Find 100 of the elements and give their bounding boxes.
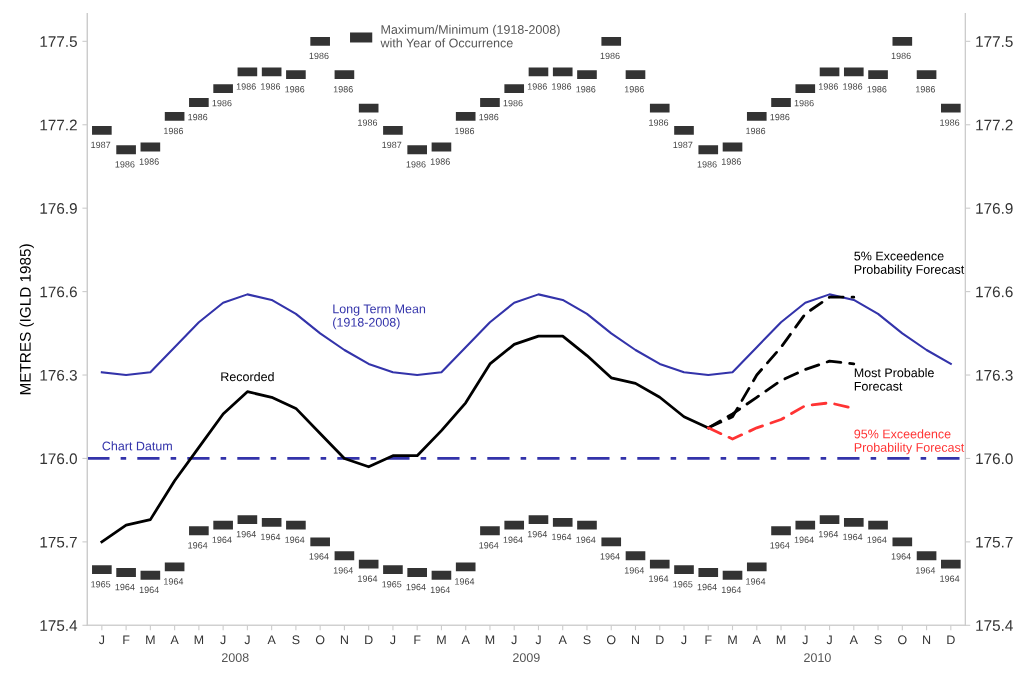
series-label: Long Term Mean (1918-2008)	[333, 304, 426, 330]
annotation: 1986	[479, 113, 499, 121]
annotation: 1986	[552, 83, 572, 90]
annotation: 1964	[527, 530, 548, 538]
text: 2008	[221, 653, 249, 663]
annotation: 1986	[916, 86, 935, 93]
annotation: 1964	[794, 536, 814, 543]
annotation: 1986	[624, 86, 644, 93]
annotation: 1986	[358, 119, 378, 126]
annotation: 1986	[843, 83, 863, 90]
annotation: 1987	[91, 141, 111, 149]
x-tick-label: J	[802, 635, 808, 645]
x-tick-label: S	[874, 635, 882, 645]
annotation: 1986	[891, 52, 911, 60]
annotation: 1986	[940, 119, 960, 126]
x-tick-label: A	[752, 635, 761, 645]
x-tick-label: D	[365, 635, 373, 645]
x-tick-label: M	[146, 635, 155, 645]
annotation: 1986	[430, 158, 450, 165]
annotation: 1987	[673, 141, 693, 149]
x-tick-label: S	[583, 635, 591, 645]
x-tick-label: N	[340, 635, 348, 645]
annotation: 1986	[164, 127, 184, 135]
annotation: 1986	[697, 161, 717, 168]
annotation: 1986	[115, 161, 135, 168]
annotation: 1964	[139, 586, 159, 593]
series-label: 95% Exceedence Probability Forecast	[854, 429, 965, 455]
x-tick-label: J	[826, 635, 832, 645]
annotation: 1986	[576, 86, 596, 93]
annotation: 1986	[527, 83, 547, 90]
y2-tick-label: 177.2	[976, 119, 1013, 131]
annotation: 1986	[503, 99, 523, 107]
annotation: 1964	[212, 536, 232, 543]
annotation: 1964	[261, 533, 281, 541]
x-tick-label: M	[776, 635, 786, 645]
y2-tick-label: 176.9	[976, 203, 1013, 214]
annotation: 1964	[576, 536, 596, 543]
x-tick-label: J	[535, 635, 541, 645]
series-label: Recorded	[221, 371, 274, 382]
annotation: 1987	[382, 141, 402, 149]
annotation: 1986	[770, 113, 790, 121]
y2-tick-label: 176.3	[976, 369, 1013, 381]
annotation: 1964	[430, 586, 451, 593]
x-tick-label: M	[485, 635, 495, 645]
annotation: 1986	[867, 86, 887, 93]
y-tick-label: 176.0	[40, 453, 77, 465]
x-tick-label: O	[315, 635, 325, 645]
x-tick-label: A	[267, 635, 276, 645]
text: 2009	[513, 653, 540, 663]
annotation: 1964	[746, 578, 766, 585]
x-tick-label: M	[728, 635, 737, 645]
annotation: 1964	[236, 530, 256, 538]
x-tick-label: F	[705, 635, 712, 645]
annotation: 1964	[600, 553, 620, 560]
x-tick-label: A	[849, 635, 858, 645]
y2-tick-label: 175.7	[976, 536, 1013, 548]
legend-label: Maximum/Minimum (1918-2008) with Year of Occurrence	[380, 24, 560, 48]
annotation: 1964	[406, 583, 426, 591]
annotation: 1986	[818, 83, 838, 90]
ref-line-label: Chart Datum	[102, 441, 172, 451]
annotation: 1965	[91, 581, 111, 588]
annotation: 1986	[333, 86, 353, 93]
x-tick-label: N	[923, 635, 931, 645]
annotation: 1964	[721, 586, 742, 593]
annotation: 1964	[479, 542, 499, 549]
x-tick-label: J	[244, 635, 250, 645]
x-tick-label: A	[170, 635, 179, 645]
y-tick-label: 175.4	[40, 620, 78, 631]
annotation: 1964	[940, 575, 960, 582]
y-tick-label: 176.9	[40, 203, 77, 214]
x-tick-label: J	[390, 635, 396, 645]
annotation: 1964	[770, 542, 790, 549]
annotation: 1964	[333, 567, 353, 574]
x-tick-label: N	[632, 635, 639, 645]
annotation: 1986	[455, 127, 475, 135]
annotation: 1986	[236, 83, 256, 90]
x-tick-label: D	[947, 635, 955, 645]
annotation: 1964	[552, 533, 572, 541]
x-tick-label: M	[194, 635, 204, 645]
annotation: 1986	[794, 99, 814, 107]
annotation: 1986	[261, 83, 281, 90]
x-tick-label: F	[414, 635, 421, 645]
annotation: 1964	[891, 553, 911, 560]
y-tick-label: 176.6	[40, 286, 77, 298]
y2-tick-label: 177.5	[976, 36, 1013, 48]
annotation: 1964	[309, 553, 329, 560]
annotation: 1986	[188, 113, 208, 121]
annotation: 1964	[649, 575, 669, 582]
annotation: 1965	[382, 581, 402, 588]
annotation: 1964	[285, 536, 305, 543]
x-tick-label: O	[898, 635, 907, 645]
annotation: 1964	[843, 533, 863, 541]
annotation: 1964	[188, 542, 208, 549]
annotation: 1986	[139, 158, 159, 165]
annotation: 1986	[600, 52, 620, 60]
annotation: 1986	[285, 86, 305, 93]
x-tick-label: S	[292, 635, 300, 645]
annotation: 1964	[867, 536, 887, 543]
y2-tick-label: 175.4	[976, 620, 1013, 631]
annotation: 1986	[721, 158, 741, 165]
